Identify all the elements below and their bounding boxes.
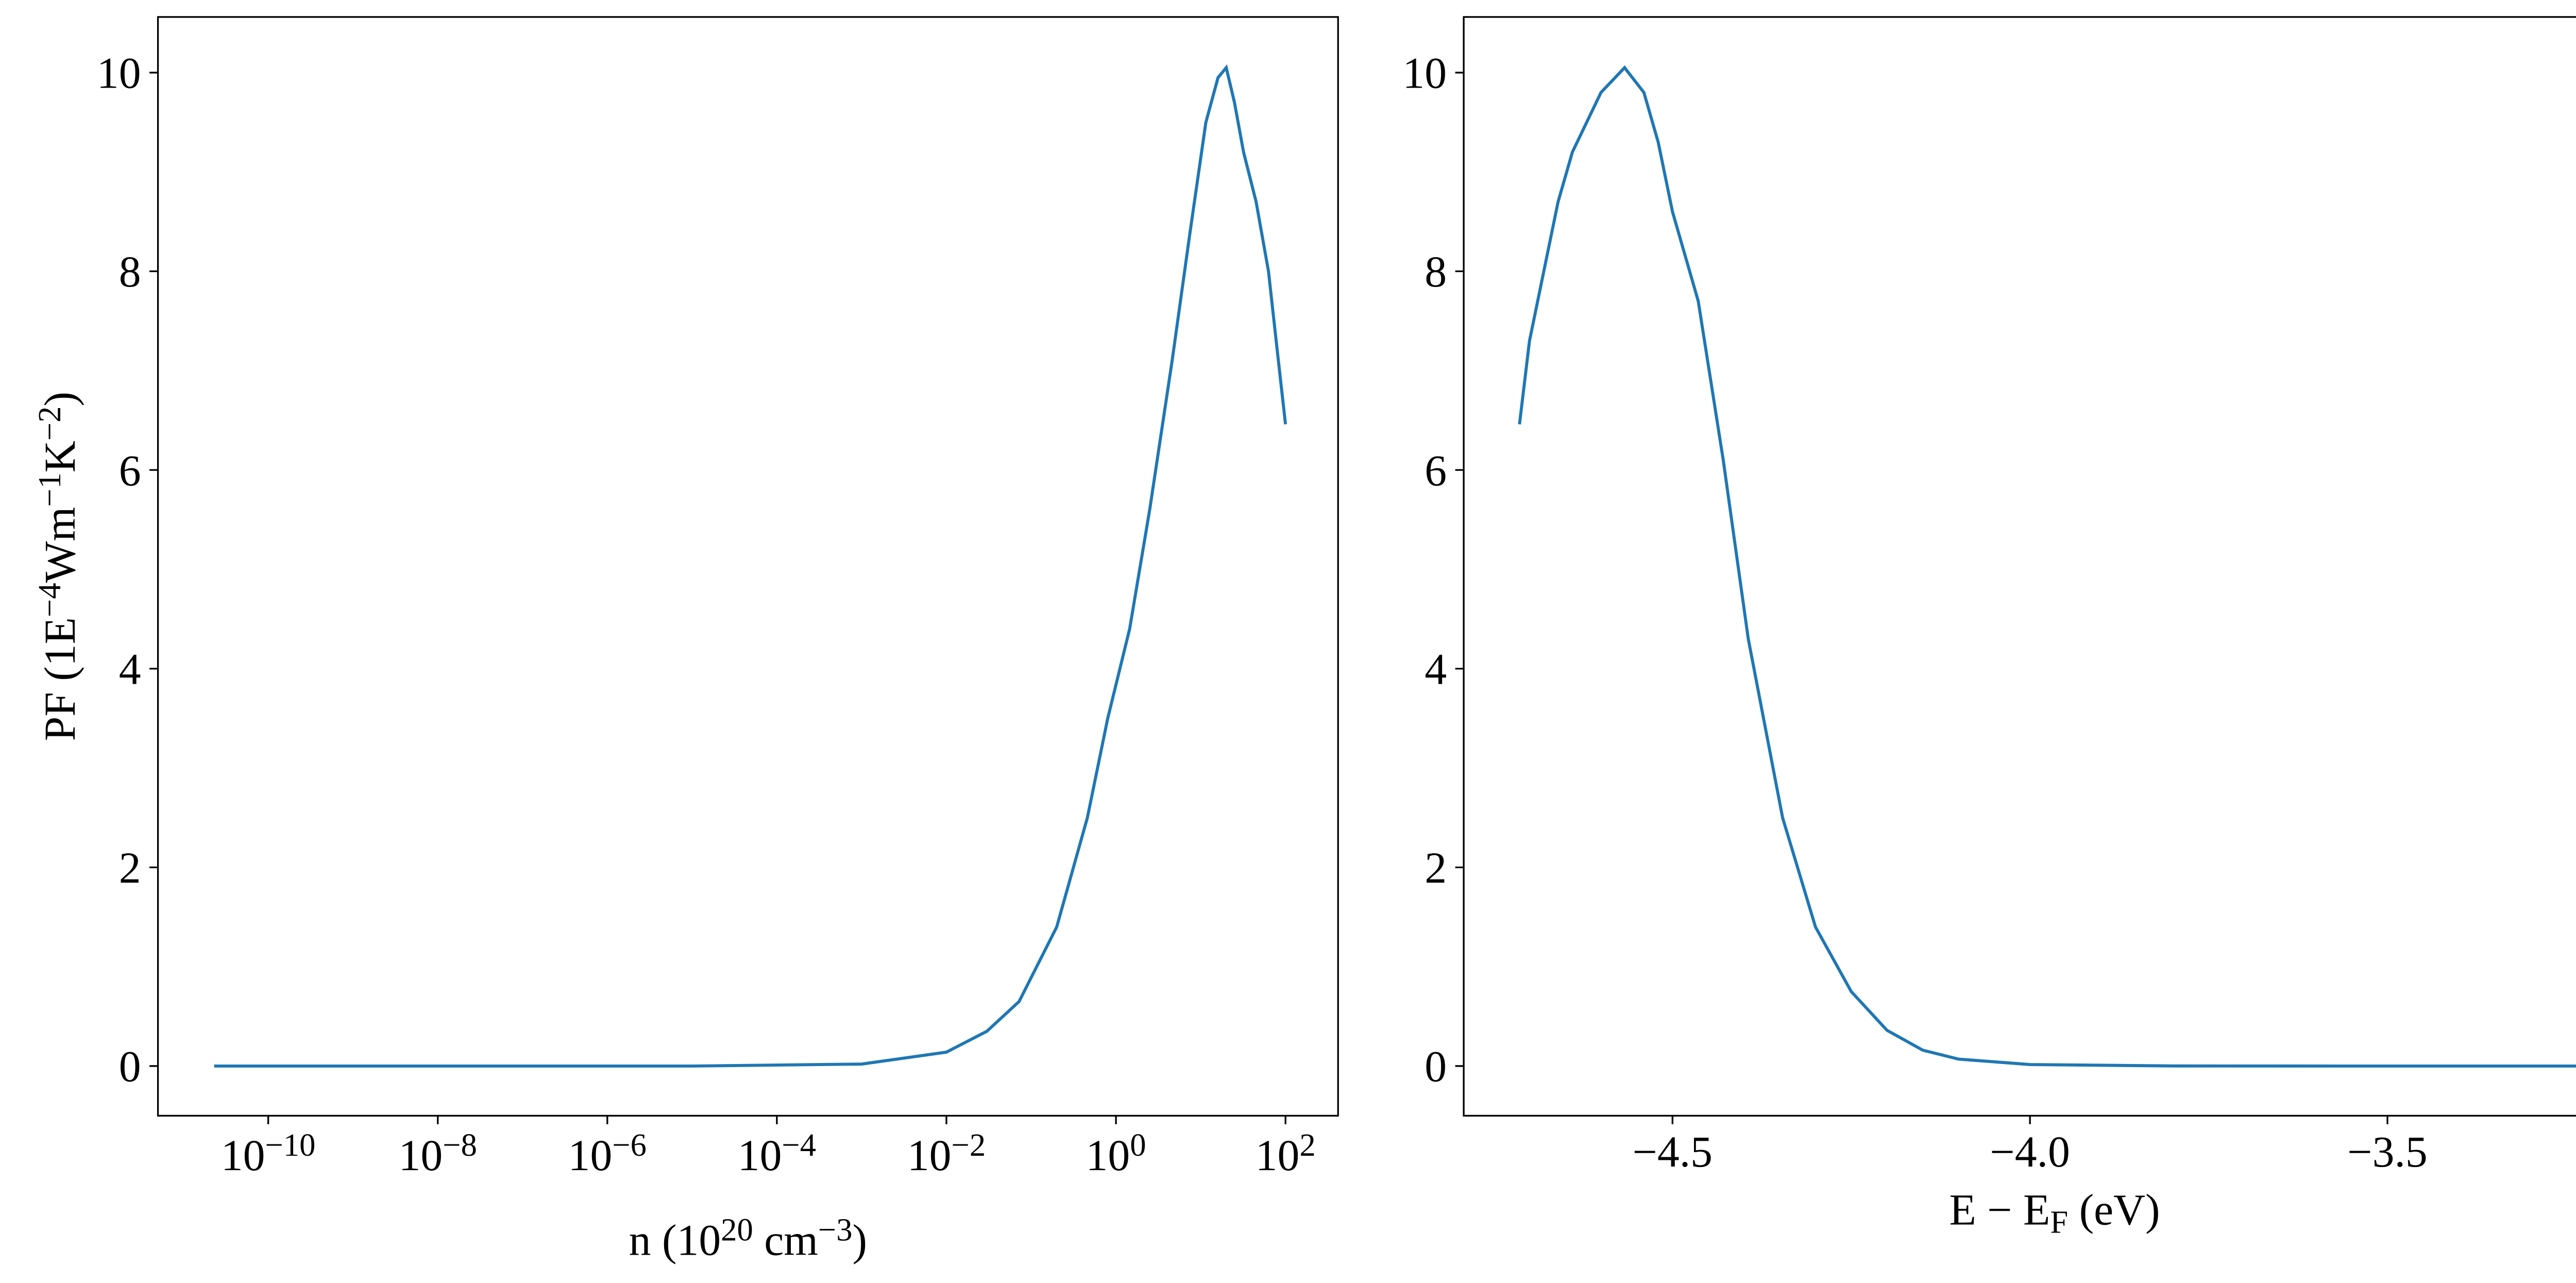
axes-frame: [157, 16, 1339, 1117]
label-part: −4: [31, 583, 67, 617]
label-part: −3: [818, 1211, 853, 1247]
x-tick-label: 10−6: [568, 1126, 647, 1179]
tick-base: 10: [1086, 1131, 1130, 1180]
label-part: E − E: [1949, 1185, 2050, 1234]
y-tick-label: 0: [1425, 1042, 1447, 1091]
tick-base: 10: [568, 1131, 613, 1180]
tick-exp: −6: [612, 1126, 647, 1162]
tick-exp: −2: [952, 1126, 986, 1162]
y-axis-label: PF (1E−4Wm−1K−2): [31, 392, 84, 741]
y-tick-label: 2: [1425, 843, 1447, 892]
label-part: (eV): [2068, 1185, 2160, 1234]
label-part: −2: [31, 407, 67, 441]
tick-exp: 2: [1299, 1126, 1315, 1162]
x-axis-label: n (1020 cm−3): [629, 1211, 867, 1264]
tick-base: 10: [1256, 1131, 1300, 1180]
label-part: ): [853, 1216, 868, 1265]
y-tick-label: 4: [119, 645, 141, 694]
label-part: Wm: [36, 507, 84, 583]
x-tick-label: 10−2: [907, 1126, 986, 1179]
x-tick-label: −4.0: [1990, 1127, 2070, 1176]
x-tick-label: 10−10: [221, 1126, 316, 1179]
tick-exp: −10: [265, 1126, 316, 1162]
x-tick-label: −4.5: [1633, 1127, 1713, 1176]
y-tick-label: 2: [119, 843, 141, 892]
tick-base: 10: [907, 1131, 952, 1180]
y-tick-label: 10: [97, 49, 141, 98]
tick-exp: −4: [782, 1126, 816, 1162]
y-tick-label: 8: [119, 247, 141, 296]
y-tick-label: 6: [1425, 446, 1447, 495]
label-part: cm: [753, 1216, 818, 1265]
label-part: 20: [721, 1211, 753, 1247]
y-tick-label: 0: [119, 1042, 141, 1091]
label-part: F: [2050, 1204, 2068, 1240]
tick-exp: 0: [1130, 1126, 1146, 1162]
y-tick-label: 10: [1402, 49, 1447, 98]
y-tick-label: 6: [119, 446, 141, 495]
tick-exp: −8: [443, 1126, 477, 1162]
label-part: n (10: [629, 1216, 721, 1265]
x-axis-label: E − EF (eV): [1949, 1185, 2160, 1240]
tick-base: 10: [399, 1131, 443, 1180]
label-part: ): [36, 392, 84, 407]
x-tick-label: 102: [1256, 1126, 1316, 1179]
x-tick-label: 10−8: [399, 1126, 477, 1179]
y-tick-label: 8: [1425, 247, 1447, 296]
tick-base: 10: [221, 1131, 265, 1180]
data-line: [214, 64, 1287, 1068]
axes-frame: [1463, 16, 2576, 1117]
x-tick-label: 10−4: [738, 1126, 816, 1179]
x-tick-label: 100: [1086, 1126, 1146, 1179]
label-part: −1: [31, 472, 67, 507]
label-part: PF (1E: [36, 617, 84, 741]
tick-base: 10: [738, 1131, 782, 1180]
y-tick-label: 4: [1425, 645, 1447, 694]
x-tick-label: −3.5: [2347, 1127, 2427, 1176]
data-line: [1518, 65, 2576, 1068]
label-part: K: [36, 441, 84, 472]
